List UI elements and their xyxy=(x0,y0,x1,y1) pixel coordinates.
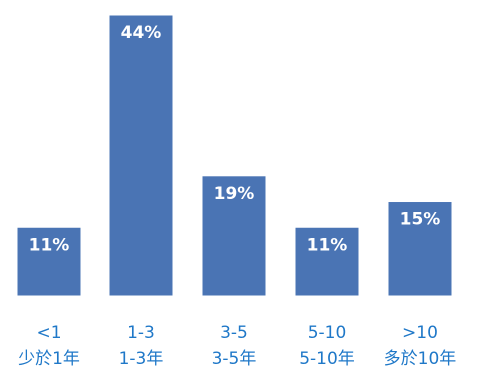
bar-data-label-5: 15% xyxy=(400,210,441,230)
x-tick-sublabel-3: 3-5年 xyxy=(212,349,257,369)
bar-data-label-2: 44% xyxy=(121,23,162,43)
bar-data-label-4: 11% xyxy=(307,235,348,255)
x-tick-label-1: <1 xyxy=(36,323,61,343)
x-tick-sublabel-1: 少於1年 xyxy=(18,349,80,369)
x-tick-sublabel-5: 多於10年 xyxy=(384,349,457,369)
x-tick-sublabel-2: 1-3年 xyxy=(119,349,164,369)
x-tick-label-4: 5-10 xyxy=(308,323,347,343)
bar-5 xyxy=(385,199,455,299)
x-tick-label-3: 3-5 xyxy=(220,323,248,343)
x-tick-label-5: >10 xyxy=(402,323,438,343)
bar-data-label-3: 19% xyxy=(214,184,255,204)
bar-3 xyxy=(199,173,269,299)
bar-labels-group: 11% 44% 19% 11% 15% xyxy=(29,23,441,255)
x-tick-labels-group: <1 少於1年 1-3 1-3年 3-5 3-5年 5-10 5-10年 >10 多於10年 xyxy=(18,323,456,369)
bar-2 xyxy=(106,12,176,299)
x-tick-label-2: 1-3 xyxy=(127,323,155,343)
bars-group xyxy=(14,12,455,299)
bar-1 xyxy=(14,224,84,299)
bar-4 xyxy=(292,224,362,299)
x-tick-sublabel-4: 5-10年 xyxy=(299,349,355,369)
bar-data-label-1: 11% xyxy=(29,235,70,255)
